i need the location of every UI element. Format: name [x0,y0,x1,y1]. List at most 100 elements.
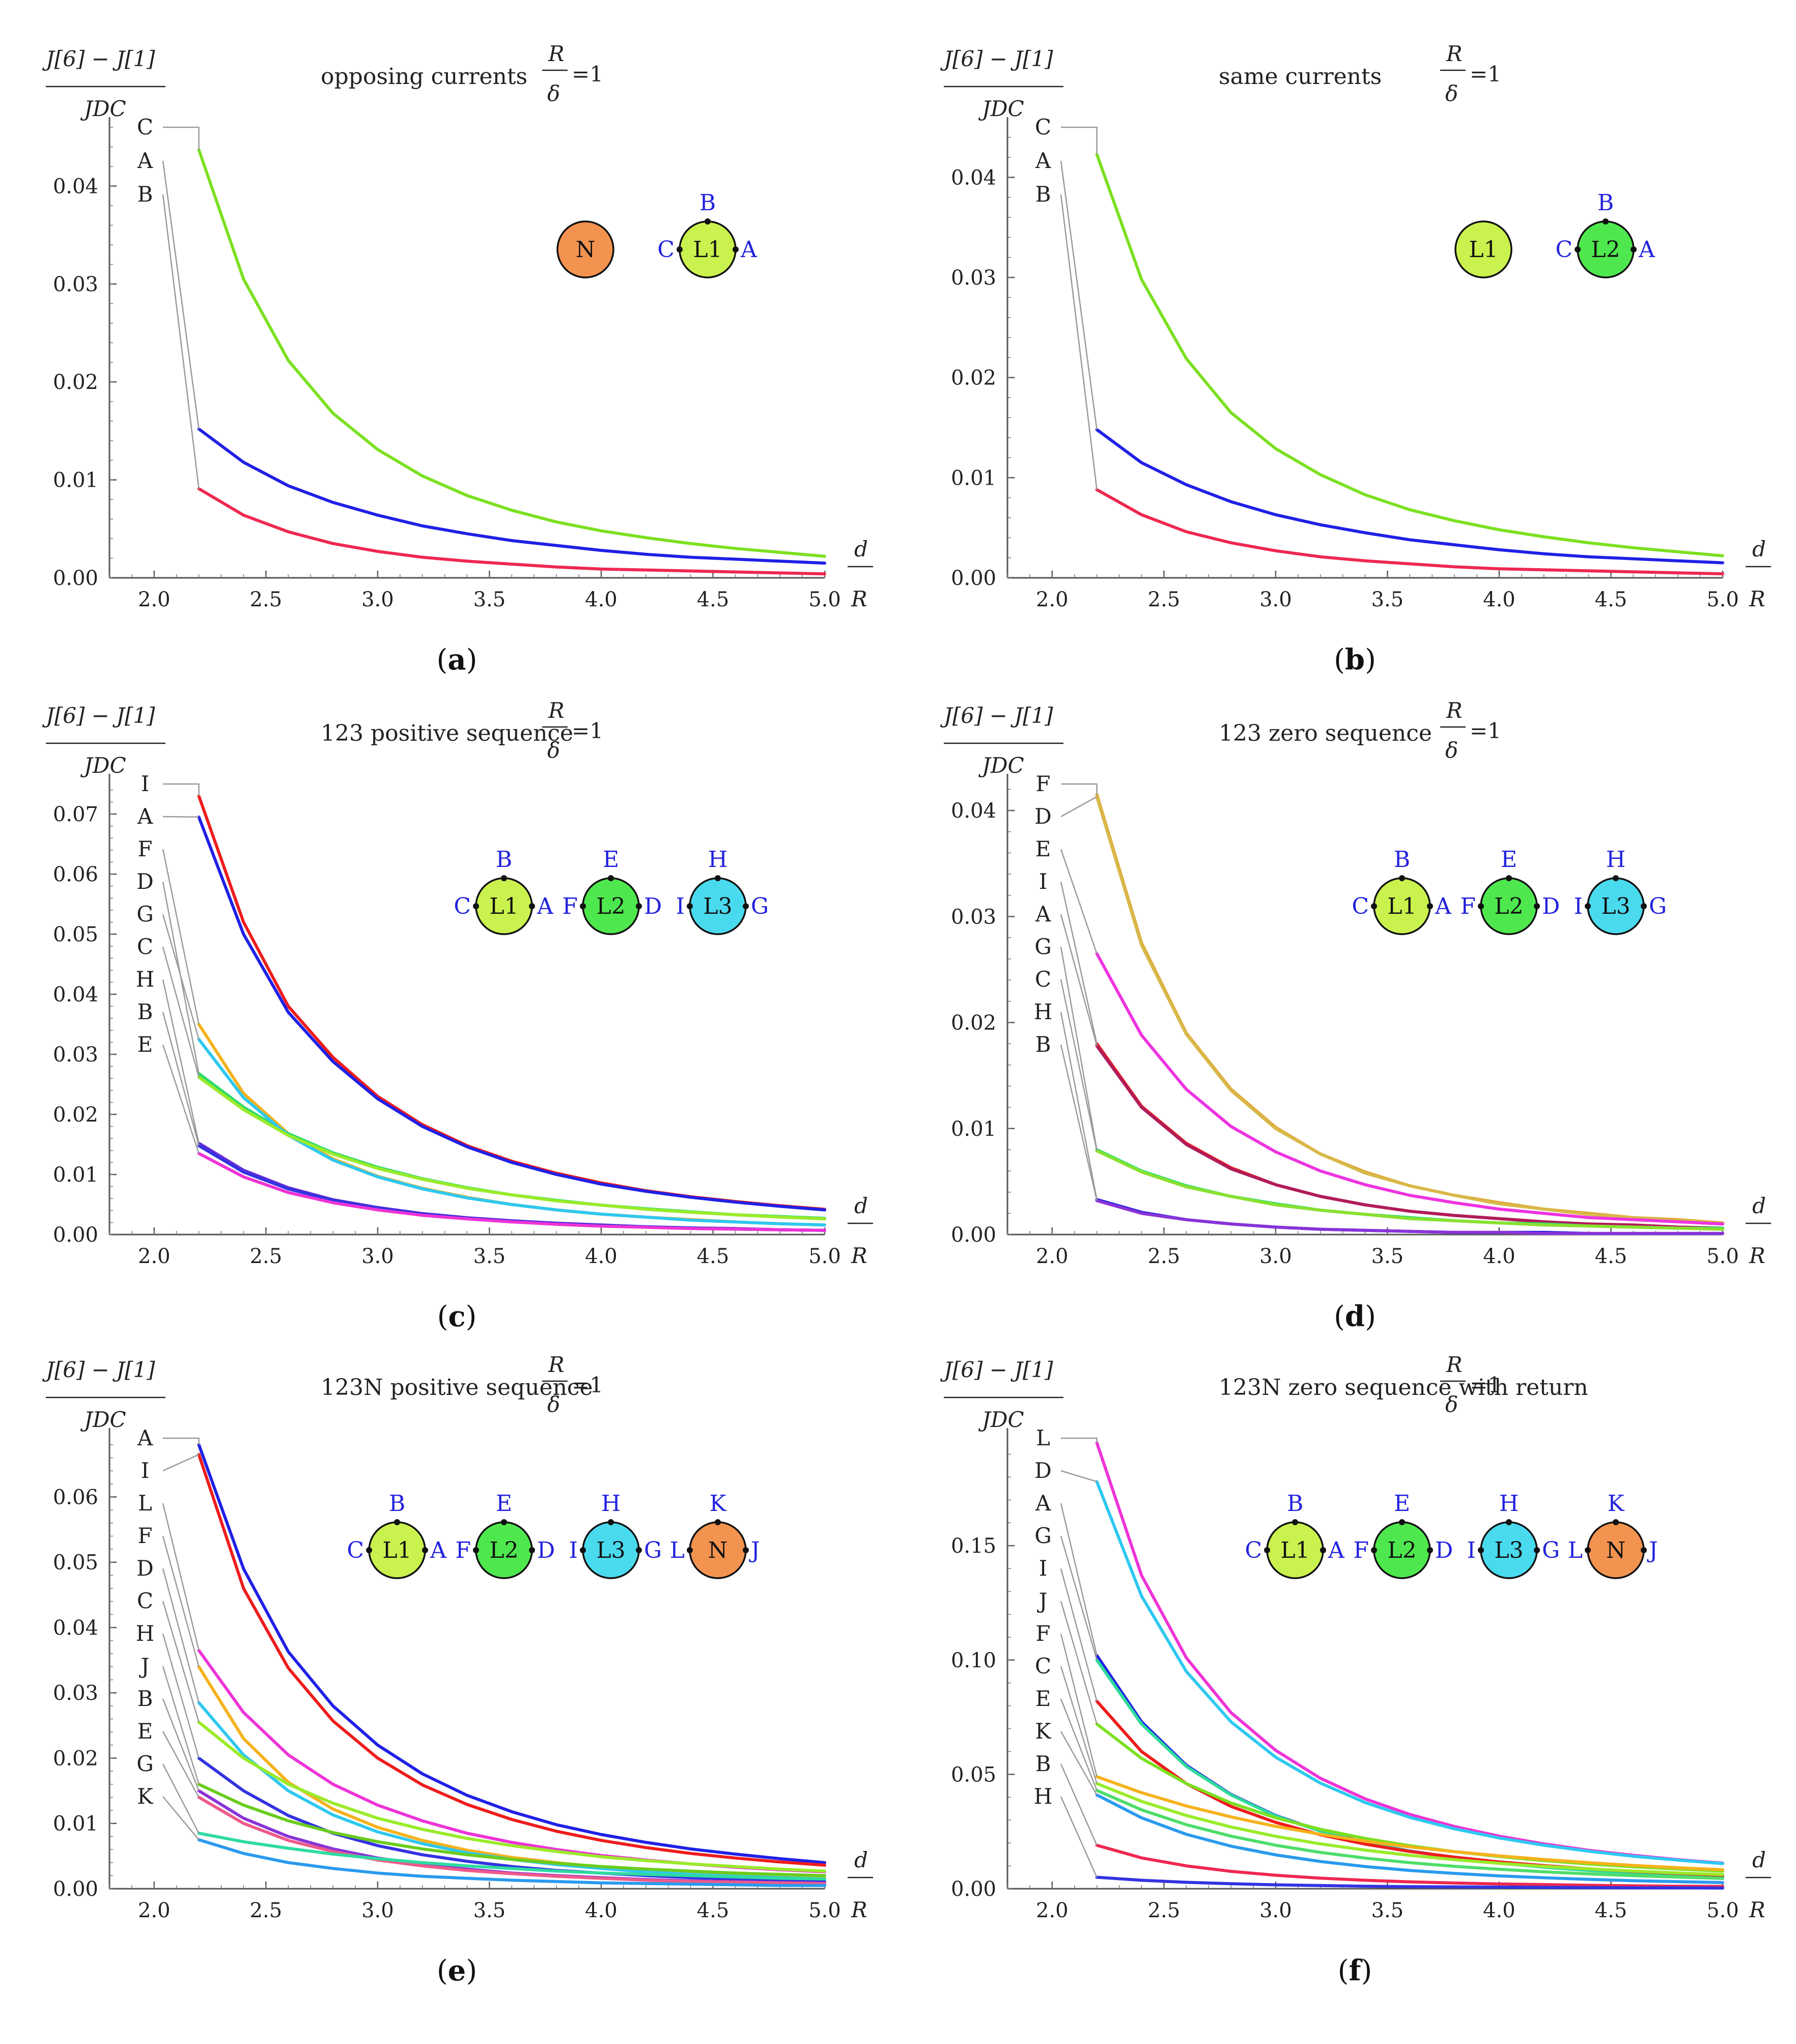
conductor-point-I: I [1574,893,1583,919]
conductor-point-dot [580,1547,586,1553]
conductor-point-dot [1478,1547,1484,1553]
y-label-numerator: J[6] − J[1] [940,703,1053,728]
conductor-point-dot [677,246,683,253]
chart-panel-e: 2.0 2.5 3.0 3.5 4.0 4.5 5.0 0.00 0.01 0.02 0.03 0.0… [42,1352,873,1987]
conductor-point-dot [715,1519,721,1525]
conductor-point-dot [1478,903,1484,909]
x-tick-label: 4.5 [697,1899,729,1922]
conductor-point-C: C [1245,1537,1262,1563]
ratio-denominator: δ [1445,1392,1458,1417]
leader-line [162,1796,200,1840]
caption-letter: f [1349,1954,1363,1987]
y-tick-label: 0.02 [53,371,98,394]
conductor-L2: L2 EF D [1460,847,1560,935]
leader-line [162,1763,200,1834]
caption-letter: c [448,1300,465,1333]
y-label-denominator: JDC [80,1407,126,1432]
leader-line [1060,1763,1098,1846]
conductor-point-L: L [670,1537,685,1563]
chart-panel-a: 2.0 2.5 3.0 3.5 4.0 4.5 5.0 0.00 0.01 0.02 0.03 0.0… [42,41,873,677]
series-label-G: G [1034,1523,1052,1548]
y-tick-label: 0.00 [53,567,98,590]
series-line-A [1095,428,1724,565]
caption-letter: e [448,1954,466,1987]
ratio-numerator: R [1446,1352,1463,1377]
x-tick-label: 2.5 [1148,1245,1181,1268]
series-label-J: J [139,1654,150,1678]
conductor-point-B: B [699,190,716,216]
chart-title: 123N zero sequence with return [1219,1375,1588,1401]
leader-line [1060,881,1098,1044]
conductor-point-J: J [749,1537,760,1563]
conductor-point-G: G [1542,1537,1560,1563]
x-tick-label: 4.0 [1483,588,1516,611]
series-label-I: I [141,771,150,796]
conductor-point-C: C [1555,237,1573,263]
leader-line [1060,1601,1098,1724]
series-line-G [197,1832,826,1881]
conductor-L3: L3 HI G [1467,1491,1560,1579]
y-tick-label: 0.03 [951,905,996,929]
ratio-denominator: δ [1445,81,1458,106]
conductor-L2: L2 BC A [1555,190,1655,278]
series-line-A [197,815,826,1212]
conductor-point-dot [608,1519,614,1525]
y-tick-label: 0.01 [951,466,996,490]
series-label-E: E [1035,836,1051,861]
conductor-point-dot [394,1519,400,1525]
conductor-point-dot [1575,246,1581,253]
series-line-E [197,1796,826,1885]
y-tick-label: 0.04 [53,1616,98,1640]
leader-line [1060,1012,1098,1200]
conductor-point-G: G [644,1537,662,1563]
x-tick-label: 5.0 [808,588,841,611]
conductor-point-F: F [1460,893,1476,919]
conductor-point-dot [1585,1547,1591,1553]
conductor-point-dot [1641,1547,1647,1553]
conductor-point-dot [608,875,614,881]
y-axis-label: J[6] − J[1] JDC [42,1357,165,1432]
y-axis-label: J[6] − J[1] JDC [940,703,1063,778]
caption-close-paren: ) [1365,1300,1376,1333]
y-label-denominator: JDC [80,96,126,121]
caption-letter: a [447,643,466,677]
y-tick-label: 0.00 [53,1878,98,1901]
ratio-numerator: R [548,1352,565,1377]
leader-line [162,1698,200,1791]
conductor-point-dot [1613,875,1619,881]
conductor-point-dot [636,1547,642,1553]
series-label-C: C [1035,115,1051,139]
panel-caption: (d) [1334,1300,1376,1333]
leader-line [1060,796,1098,818]
y-label-numerator: J[6] − J[1] [42,703,155,728]
series-label-A: A [1035,148,1051,173]
leader-line [1060,1796,1098,1878]
series-line-H [197,1141,826,1232]
series-line-D [197,1072,826,1220]
x-label-numerator: d [1752,1847,1766,1872]
conductor-point-dot [1371,903,1377,909]
y-tick-label: 0.06 [53,863,98,886]
conductor-N: NKL J [1568,1491,1658,1579]
x-label-numerator: d [1752,537,1766,562]
conductor-point-dot [1399,1519,1405,1525]
panel-caption: (c) [437,1300,477,1333]
conductor-label: L2 [596,893,625,919]
leader-line [162,1044,200,1154]
conductor-L1: L1 BC A [454,847,554,935]
conductor-label: L3 [1494,1537,1523,1563]
conductor-point-dot [1399,875,1405,881]
conductor-L3: L3 HI G [1574,847,1667,935]
series-label-I: I [1039,869,1048,894]
series-label-A: A [137,1425,153,1450]
panel-caption: (a) [436,643,477,677]
conductor-L2: L2 EF D [455,1491,555,1579]
conductor-point-D: D [1542,893,1560,919]
series-label-B: B [1035,182,1051,207]
series-line-E [1095,952,1724,1226]
conductor-point-dot [687,1547,693,1553]
leader-line [162,1453,200,1472]
leader-line [1060,1633,1098,1777]
conductor-point-F: F [562,893,578,919]
conductor-point-dot [580,903,586,909]
